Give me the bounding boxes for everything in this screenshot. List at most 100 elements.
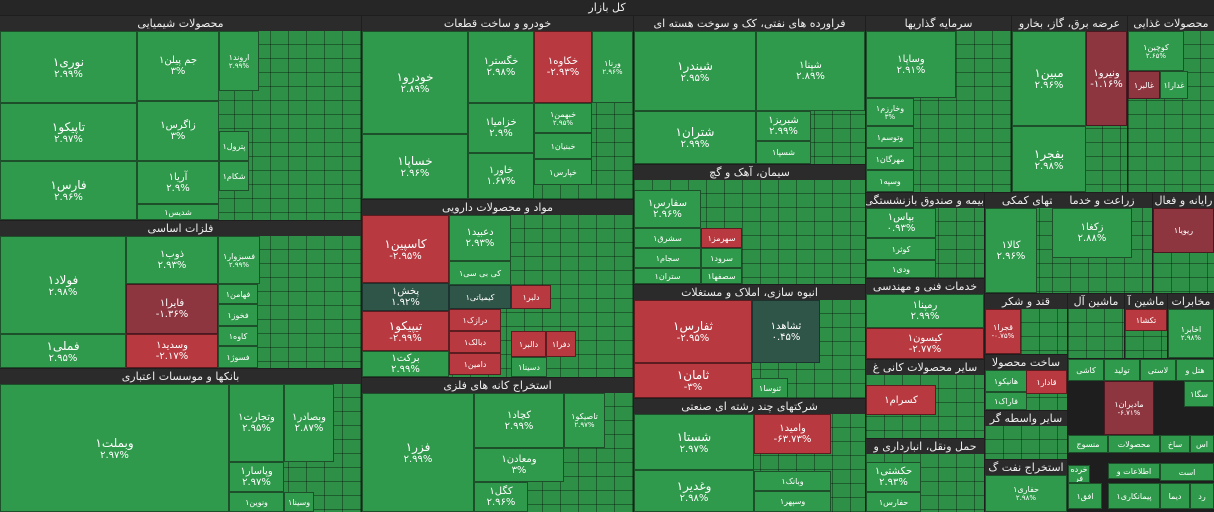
ticker-tile[interactable]: فایرا۱ -۱.۳۶% xyxy=(126,284,218,334)
ticker-tile[interactable]: شپنا۱ ۲.۸۹% xyxy=(756,31,865,111)
sector-machine2[interactable]: ماشین آ تکشا۱ xyxy=(1125,294,1167,358)
sector-banks[interactable]: بانکها و موسسات اعتباری وبملت۱ ۲.۹۷% وتجا… xyxy=(0,369,361,512)
ticker-tile[interactable]: رد xyxy=(1190,483,1214,509)
ticker-tile[interactable]: پخش۱ ۱.۹۲% xyxy=(362,283,449,311)
sector-auto[interactable]: خودرو و ساخت قطعات خودرو۱ ۲.۸۹% خساپا۱ ۲.۹… xyxy=(362,16,633,199)
ticker-tile[interactable]: فزر۱ ۲.۹۹% xyxy=(362,393,474,512)
ticker-tile[interactable]: خرده فر xyxy=(1068,465,1090,483)
ticker-tile[interactable]: مهرگان۱ xyxy=(866,148,914,170)
ticker-tile[interactable]: دالبر۱ xyxy=(511,331,546,357)
sector-telecom[interactable]: مخابرات اخابر۱ ۲.۹۸% xyxy=(1168,294,1214,358)
ticker-tile[interactable]: سفارس۱ ۲.۹۶% xyxy=(634,190,701,228)
ticker-tile[interactable]: فولاد۱ ۲.۹۸% xyxy=(0,236,126,334)
ticker-tile[interactable]: وبصادر۱ ۲.۸۷% xyxy=(284,384,334,462)
ticker-tile[interactable]: وسدید۱ -۲.۱۷% xyxy=(126,334,218,368)
sector-kadar[interactable]: قادار۱ xyxy=(1026,370,1067,394)
sector-computer[interactable]: رایانه و فعال ریویا۱ xyxy=(1153,193,1214,293)
ticker-tile[interactable]: سگا۱ xyxy=(1184,381,1214,407)
sector-transport[interactable]: حمل ونقل، انبارداری و حکشتی۱ ۲.۹۳% حفارس۱ xyxy=(866,439,984,512)
ticker-tile[interactable]: حفارس۱ xyxy=(866,492,921,512)
ticker-tile[interactable]: شتران۱ ۲.۹۹% xyxy=(634,111,756,164)
ticker-tile[interactable]: شکام۱ xyxy=(219,161,249,191)
ticker-tile[interactable]: خبنیان۱ xyxy=(534,133,592,159)
ticker-tile[interactable]: غالبر۱ xyxy=(1128,71,1160,99)
ticker-tile[interactable]: بفجر۱ ۲.۹۸% xyxy=(1012,126,1086,192)
ticker-tile[interactable]: اخابر۱ ۲.۹۸% xyxy=(1168,309,1214,358)
ticker-tile[interactable]: ثفارس۱ -۲.۹۵% xyxy=(634,300,752,363)
ticker-tile[interactable]: جم پیلن۱ ۳% xyxy=(137,31,219,101)
ticker-tile[interactable]: سشرق۱ xyxy=(634,228,701,248)
ticker-tile[interactable]: زکغا۱ ۲.۸۸% xyxy=(1052,208,1132,258)
ticker-tile[interactable]: وتجارت۱ ۲.۹۵% xyxy=(229,384,284,462)
ticker-tile[interactable]: فهامن۱ xyxy=(218,284,258,304)
ticker-tile[interactable]: مادیران۱ -۶.۷۱% xyxy=(1104,381,1154,435)
sector-multi[interactable]: شرکتهای چند رشته ای صنعتی شستا۱ ۲.۹۷% وغد… xyxy=(634,399,865,512)
ticker-tile[interactable]: وپاسار۱ ۲.۹۷% xyxy=(229,462,284,492)
ticker-tile[interactable]: کسرام۱ xyxy=(866,385,936,415)
ticker-tile[interactable]: ثشاهد۱ ۰.۴۵% xyxy=(752,300,820,363)
sector-mining[interactable]: استخراج کانه های فلزی فزر۱ ۲.۹۹% کچاد۱ ۲.۹… xyxy=(362,378,633,512)
ticker-tile[interactable]: شبندر۱ ۲.۹۵% xyxy=(634,31,756,111)
ticker-tile[interactable]: است xyxy=(1160,463,1214,481)
ticker-tile[interactable]: خگستر۱ ۲.۹۸% xyxy=(468,31,534,103)
ticker-tile[interactable]: ستران۱ xyxy=(634,268,701,284)
ticker-tile[interactable]: مبین۱ ۲.۹۶% xyxy=(1012,31,1086,126)
ticker-tile[interactable]: افق۱ xyxy=(1068,483,1102,509)
ticker-tile[interactable]: ثنوسا۱ xyxy=(752,378,788,398)
ticker-tile[interactable]: کاسپین۱ -۲.۹۵% xyxy=(362,215,449,283)
ticker-tile[interactable]: خاور۱ ۱.۶۷% xyxy=(468,153,534,199)
ticker-tile[interactable]: دلبر۱ xyxy=(511,285,551,309)
ticker-tile[interactable]: ونوین۱ xyxy=(229,492,284,512)
ticker-tile[interactable]: نوری۱ ۲.۹۹% xyxy=(0,31,137,103)
ticker-tile[interactable]: فسبزوار۱ ۲.۹۹% xyxy=(218,236,260,284)
ticker-tile[interactable]: آریا۱ ۲.۹% xyxy=(137,161,219,204)
ticker-tile[interactable]: کالا۱ ۲.۹۶% xyxy=(985,208,1037,293)
ticker-tile[interactable]: درازک۱ xyxy=(449,309,501,331)
ticker-tile[interactable]: کاوه۱ xyxy=(218,326,258,346)
ticker-tile[interactable]: کاشی xyxy=(1068,359,1104,381)
ticker-tile[interactable]: سجام۱ xyxy=(634,248,701,268)
ticker-tile[interactable]: هانیکو۱ xyxy=(985,370,1027,392)
ticker-tile[interactable]: حکشتی۱ ۲.۹۳% xyxy=(866,462,921,492)
ticker-tile[interactable]: اروند۱ ۲.۹۹% xyxy=(219,31,259,91)
ticker-tile[interactable]: فارس۱ ۲.۹۶% xyxy=(0,161,137,220)
ticker-tile[interactable]: خساپا۱ ۲.۹۶% xyxy=(362,134,468,199)
ticker-tile[interactable]: ورنا۱ ۲.۹۶% xyxy=(592,31,633,103)
ticker-tile[interactable]: دامین۱ xyxy=(449,353,501,375)
ticker-tile[interactable]: پیمانکاری۱ xyxy=(1108,483,1160,509)
ticker-tile[interactable]: سهرمز۱ xyxy=(701,228,742,248)
ticker-tile[interactable]: وخارزم۱ ۳% xyxy=(866,98,914,126)
ticker-tile[interactable]: سصفها۱ xyxy=(701,268,742,284)
ticker-tile[interactable]: زاگرس۱ ۳% xyxy=(137,101,219,161)
ticker-tile[interactable]: خودرو۱ ۲.۸۹% xyxy=(362,31,468,134)
ticker-tile[interactable]: تیپیکو۱ -۲.۹۹% xyxy=(362,311,449,351)
ticker-tile[interactable]: خبهمن۱ ۲.۹۵% xyxy=(534,103,592,133)
ticker-tile[interactable]: وساپا۱ ۲.۹۱% xyxy=(866,31,956,98)
ticker-tile[interactable]: کچاد۱ ۲.۹۹% xyxy=(474,393,564,448)
ticker-tile[interactable]: شسپا۱ xyxy=(756,141,811,164)
ticker-tile[interactable]: تاپیکو۱ ۲.۹۷% xyxy=(0,103,137,161)
ticker-tile[interactable]: کوچین۱ ۲.۶۵% xyxy=(1128,31,1184,71)
ticker-tile[interactable]: حفاری۱ ۲.۹۸% xyxy=(985,475,1067,512)
sector-pharma[interactable]: مواد و محصولات دارویی کاسپین۱ -۲.۹۵% پخش۱… xyxy=(362,200,633,377)
ticker-tile[interactable]: فملی۱ ۲.۹۵% xyxy=(0,334,126,368)
ticker-tile[interactable]: شبریز۱ ۲.۹۹% xyxy=(756,111,811,141)
ticker-tile[interactable]: سرود۱ xyxy=(701,248,742,268)
ticker-tile[interactable]: ریویا۱ xyxy=(1153,208,1214,253)
ticker-tile[interactable]: وغدیر۱ ۲.۹۸% xyxy=(634,470,754,512)
ticker-tile[interactable]: دفرا۱ xyxy=(546,331,576,357)
ticker-tile[interactable]: غدارا۱ xyxy=(1160,71,1188,99)
ticker-tile[interactable]: وسینا۱ xyxy=(284,492,314,512)
sector-cement[interactable]: سیمان، آهک و گچ سفارس۱ ۲.۹۶% سشرق۱ سجام۱ … xyxy=(634,165,865,284)
ticker-tile[interactable]: وتوسم۱ xyxy=(866,126,914,148)
sector-food[interactable]: محصولات غذایی کوچین۱ ۲.۶۵% غالبر۱ غدارا۱ xyxy=(1128,16,1214,192)
ticker-tile[interactable]: منسوج xyxy=(1068,435,1108,453)
sector-oil[interactable]: فراورده های نفتی، کک و سوخت هسته ای شبند… xyxy=(634,16,865,164)
ticker-tile[interactable]: خزامیا۱ ۲.۹% xyxy=(468,103,534,153)
ticker-tile[interactable]: کیسون۱ -۲.۷۷% xyxy=(866,328,984,359)
sector-machine[interactable]: ماشین آل xyxy=(1068,294,1124,358)
ticker-tile[interactable]: شدیس۱ xyxy=(137,204,219,220)
ticker-tile[interactable]: برکت۱ ۲.۹۹% xyxy=(362,351,449,377)
ticker-tile[interactable]: اس xyxy=(1190,435,1214,453)
ticker-tile[interactable]: ومعادن۱ ۳% xyxy=(474,448,564,482)
